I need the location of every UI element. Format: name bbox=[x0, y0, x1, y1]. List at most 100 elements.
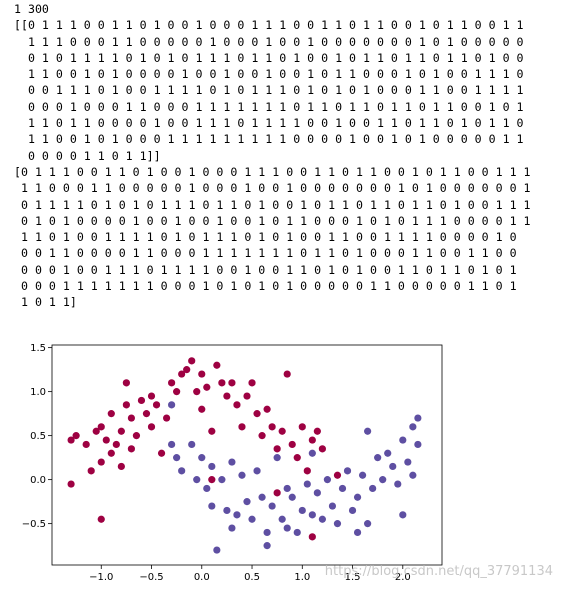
output-line: 0 1 0 1 1 1 1 0 1 0 1 0 1 1 1 0 1 1 0 1 … bbox=[14, 50, 524, 65]
point bbox=[72, 432, 80, 440]
point bbox=[333, 520, 342, 528]
point bbox=[409, 423, 417, 431]
point bbox=[258, 432, 266, 440]
y-tick-label: 1.0 bbox=[30, 387, 46, 398]
point bbox=[273, 454, 281, 462]
point bbox=[243, 498, 251, 506]
output-line: 0 0 0 0 1 1 0 1 1]] bbox=[14, 148, 161, 163]
output-line: 1 300 bbox=[14, 2, 49, 16]
point bbox=[273, 445, 281, 453]
point bbox=[384, 449, 392, 457]
point bbox=[132, 432, 141, 440]
point bbox=[208, 502, 216, 510]
x-tick-label: 0.0 bbox=[194, 572, 210, 583]
y-tick-label: 0.0 bbox=[30, 475, 46, 486]
output-line: 0 0 0 1 1 1 1 1 1 1 0 0 0 1 0 1 0 1 0 1 … bbox=[14, 279, 517, 294]
point bbox=[318, 515, 326, 523]
point bbox=[308, 449, 316, 457]
point bbox=[213, 361, 221, 369]
point bbox=[198, 405, 206, 413]
point bbox=[343, 467, 352, 475]
point bbox=[92, 427, 100, 435]
point bbox=[414, 414, 422, 422]
point bbox=[208, 427, 216, 435]
point bbox=[168, 379, 176, 387]
point bbox=[97, 515, 105, 523]
point bbox=[178, 467, 186, 475]
point bbox=[288, 440, 296, 449]
point bbox=[218, 476, 226, 484]
point bbox=[283, 370, 291, 378]
output-line: 0 0 1 1 0 0 0 0 1 1 0 0 0 1 1 1 1 1 1 1 … bbox=[14, 246, 517, 261]
output-line: 1 0 1 1] bbox=[14, 295, 77, 310]
point bbox=[168, 440, 176, 449]
point bbox=[203, 484, 211, 493]
point bbox=[238, 471, 246, 479]
y-tick-label: −0.5 bbox=[22, 519, 46, 530]
output-line: [0 1 1 1 0 0 1 1 0 1 0 0 1 0 0 0 1 1 1 0… bbox=[14, 164, 531, 179]
point bbox=[308, 436, 316, 444]
point bbox=[157, 449, 166, 457]
output-line: 1 1 0 0 1 0 1 0 0 0 0 1 0 0 1 0 0 1 0 0 … bbox=[14, 67, 524, 82]
point bbox=[122, 379, 130, 387]
point bbox=[353, 493, 362, 501]
point bbox=[137, 396, 146, 405]
point bbox=[233, 401, 241, 409]
point bbox=[263, 542, 271, 550]
x-tick-label: −1.0 bbox=[89, 572, 113, 583]
point bbox=[298, 506, 306, 515]
point bbox=[112, 440, 120, 449]
point bbox=[97, 458, 105, 466]
output-line: 0 1 0 1 0 0 0 0 1 0 0 1 0 0 1 0 0 1 0 1 … bbox=[14, 213, 531, 228]
point bbox=[127, 414, 136, 422]
point bbox=[228, 524, 236, 532]
point bbox=[188, 440, 196, 449]
point bbox=[313, 489, 321, 497]
point bbox=[308, 511, 316, 519]
output-line: 1 1 0 0 1 0 1 0 0 0 1 1 1 1 1 1 1 1 1 0 … bbox=[14, 132, 524, 147]
point bbox=[198, 370, 206, 378]
point bbox=[147, 423, 156, 431]
point bbox=[283, 484, 291, 493]
point bbox=[107, 449, 115, 457]
point bbox=[278, 427, 286, 435]
point bbox=[248, 515, 256, 523]
point bbox=[183, 366, 191, 374]
point bbox=[263, 405, 271, 413]
point bbox=[147, 392, 156, 400]
point bbox=[399, 511, 407, 519]
point bbox=[414, 440, 422, 449]
point bbox=[142, 410, 151, 418]
point bbox=[258, 493, 266, 501]
point bbox=[268, 423, 276, 431]
point bbox=[389, 462, 397, 471]
plot-frame bbox=[51, 344, 443, 566]
output-line: 0 0 0 1 0 0 0 1 1 0 0 0 1 1 1 1 1 1 1 0 … bbox=[14, 99, 524, 114]
point bbox=[173, 388, 181, 396]
point bbox=[223, 392, 231, 400]
chart: −1.0 −0.5 0.0 0.5 1.0 1.5 2.0−0.50.00.51.01.5h… bbox=[22, 343, 553, 583]
point bbox=[152, 401, 161, 409]
point bbox=[97, 423, 105, 431]
point bbox=[293, 454, 301, 462]
point bbox=[233, 511, 241, 519]
x-tick-label: 1.0 bbox=[294, 572, 310, 583]
point bbox=[127, 445, 136, 453]
point bbox=[298, 423, 306, 431]
point bbox=[198, 454, 206, 462]
point bbox=[394, 480, 402, 488]
point bbox=[364, 520, 372, 528]
point bbox=[117, 462, 125, 471]
output-line: 0 0 1 1 1 0 1 0 0 1 1 1 1 0 1 0 1 1 1 0 … bbox=[14, 83, 524, 98]
point bbox=[318, 445, 326, 453]
point bbox=[67, 480, 75, 488]
point bbox=[87, 467, 95, 475]
point bbox=[409, 471, 417, 479]
point bbox=[328, 502, 337, 510]
output-line: 1 1 0 1 0 0 1 1 1 1 0 1 0 1 1 1 0 1 0 1 … bbox=[14, 230, 517, 245]
point bbox=[238, 423, 246, 431]
point bbox=[278, 515, 286, 523]
point bbox=[303, 480, 311, 488]
point bbox=[353, 528, 362, 537]
point bbox=[82, 440, 90, 449]
